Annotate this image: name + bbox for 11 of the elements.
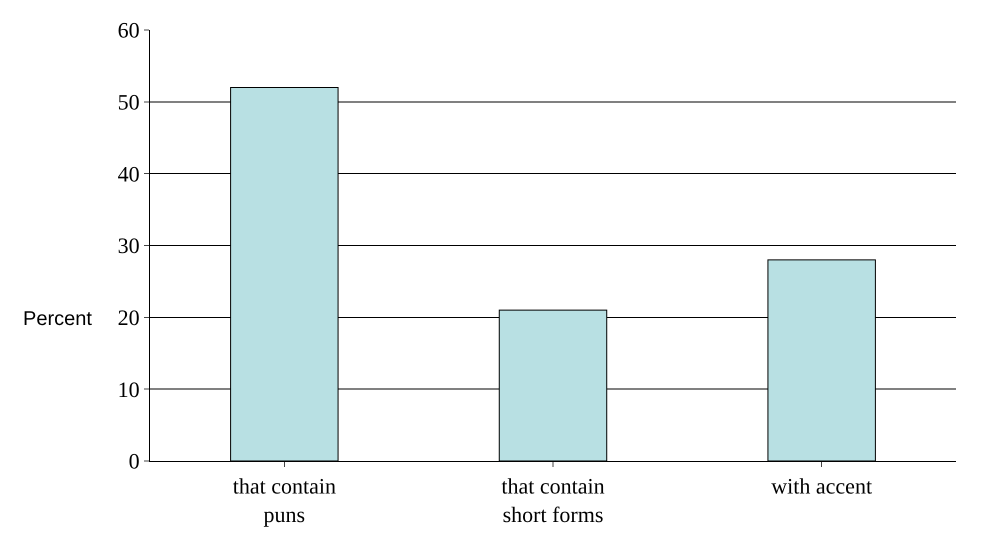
y-tick-label: 50	[118, 90, 140, 115]
x-tick-label: that contain short forms	[501, 473, 605, 527]
y-tick-label: 60	[118, 18, 140, 43]
y-tick-label: 30	[118, 233, 140, 258]
y-axis-title: Percent	[23, 308, 92, 330]
y-tick-label: 10	[118, 376, 140, 402]
y-tick-label: 40	[118, 161, 140, 186]
x-tick-label: that contain puns	[232, 473, 336, 527]
y-tick-label: 0	[128, 448, 140, 474]
x-tick-label: with accent	[771, 473, 872, 498]
y-tick-label: 20	[118, 305, 140, 330]
